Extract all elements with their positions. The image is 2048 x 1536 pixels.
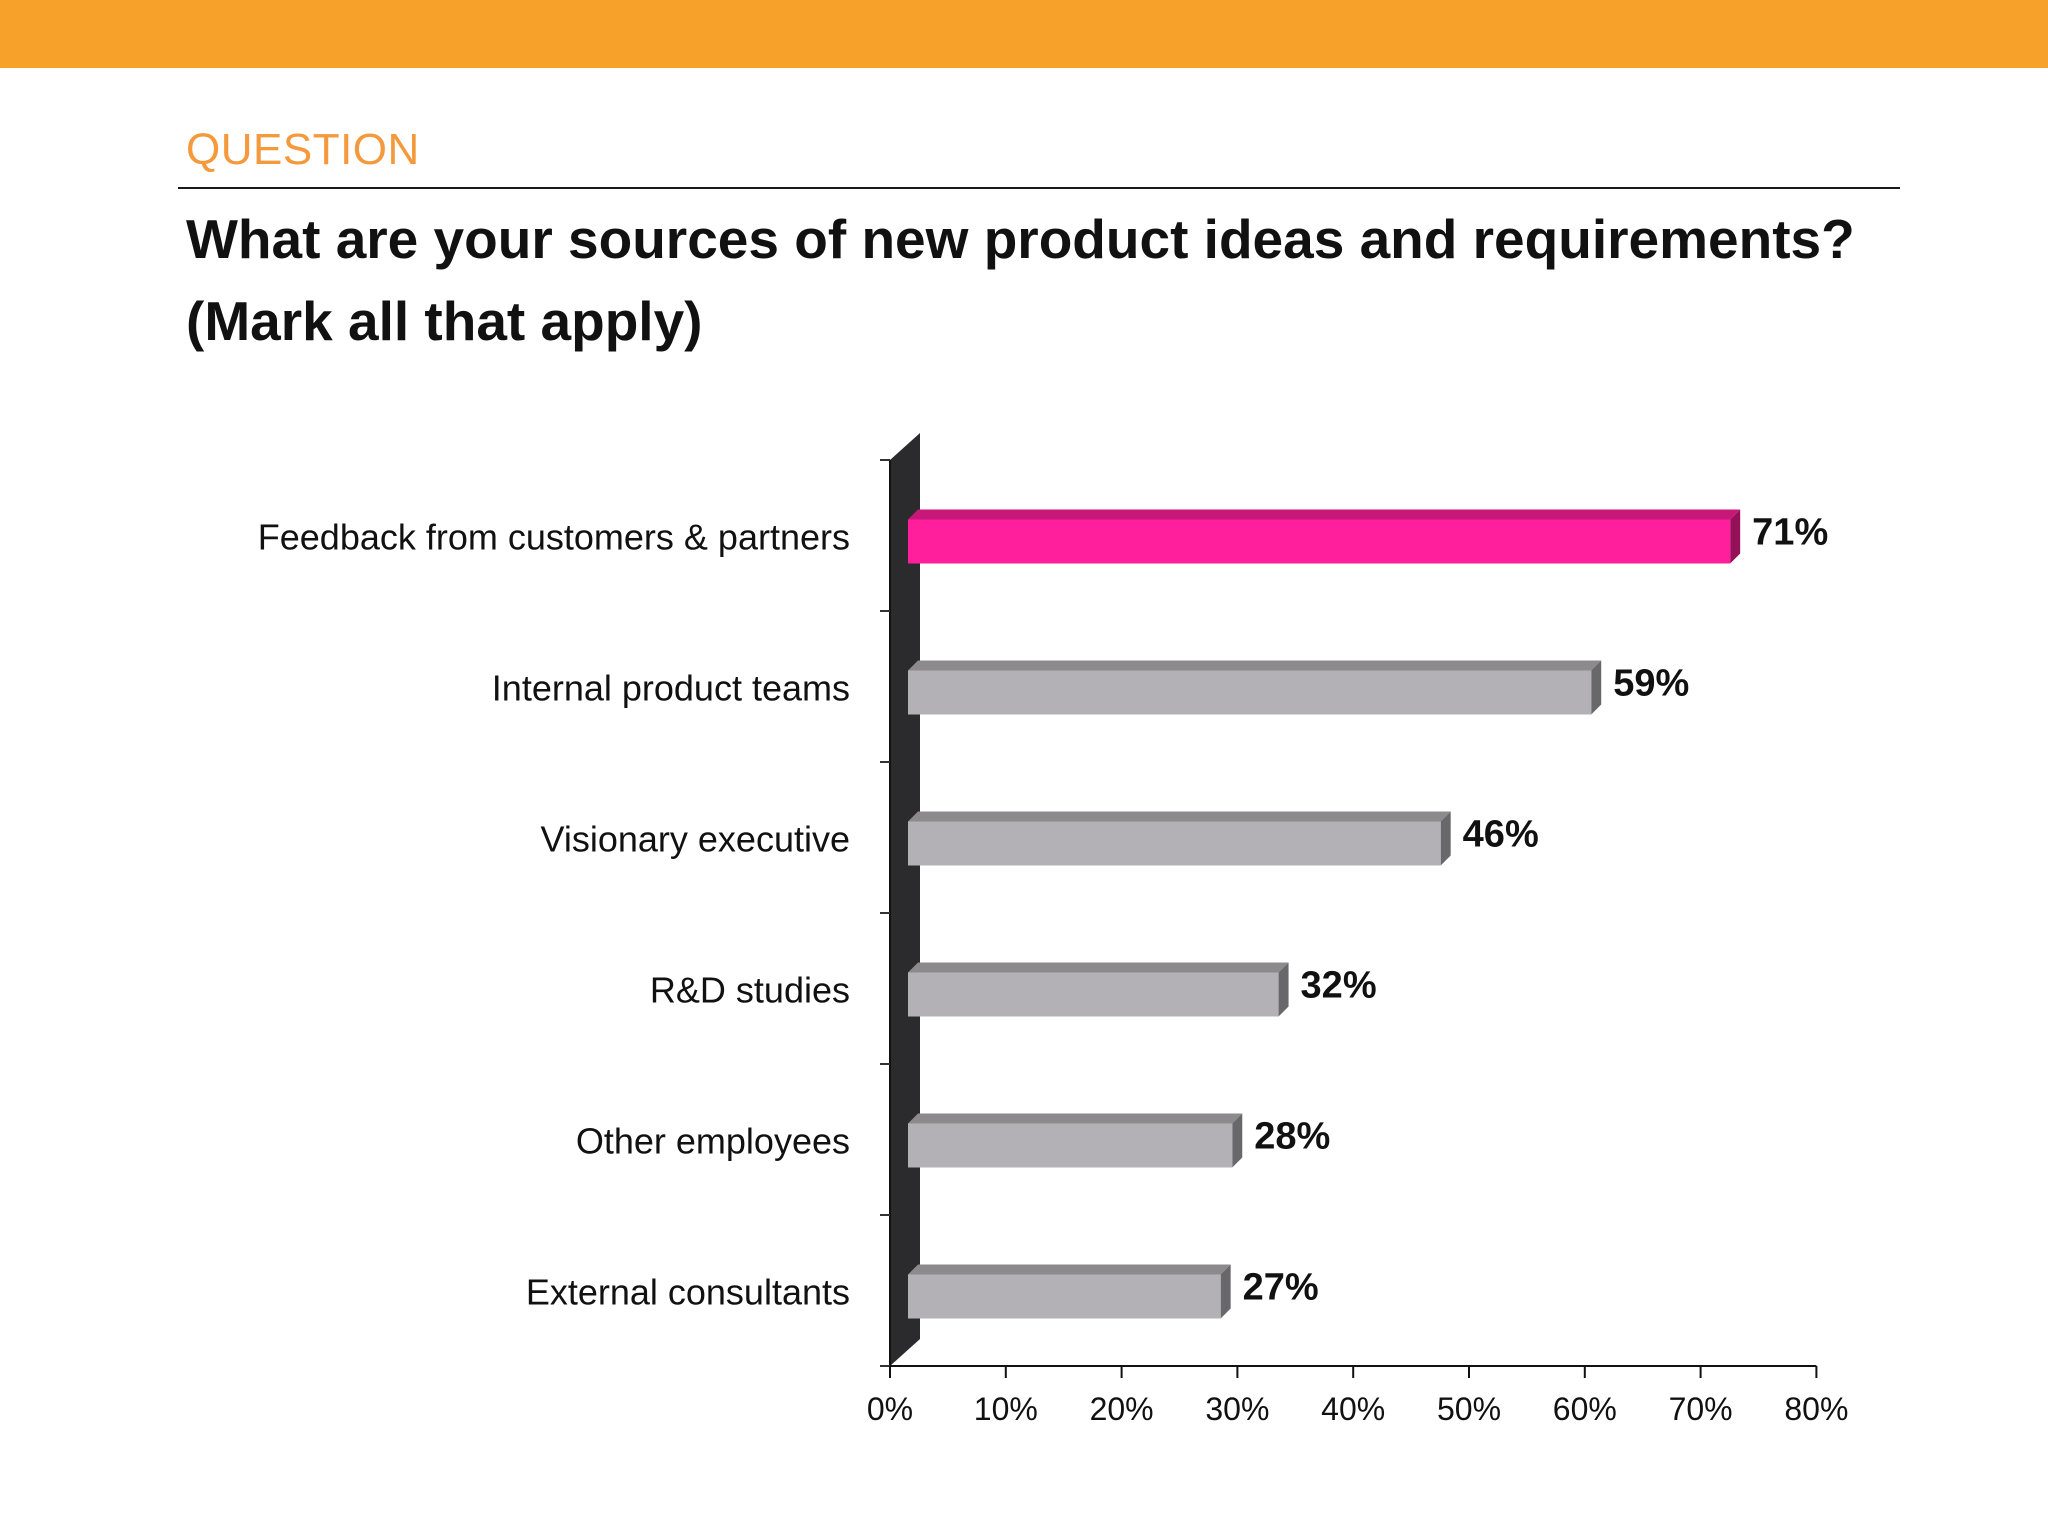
x-tick-label: 60% (1553, 1391, 1617, 1427)
question-label: QUESTION (186, 125, 420, 174)
category-label: R&D studies (650, 970, 850, 1011)
bar (908, 962, 1289, 1017)
category-label: Internal product teams (492, 668, 850, 709)
bar (908, 1113, 1243, 1168)
bar (908, 1264, 1231, 1319)
bar-top-face (908, 509, 1741, 520)
bar-side-face (1220, 1264, 1231, 1319)
data-label: 28% (1254, 1116, 1330, 1158)
x-tick-label: 10% (974, 1391, 1038, 1427)
bar-top-face (908, 1264, 1231, 1275)
bar-front-face (908, 1274, 1221, 1319)
x-tick-label: 40% (1321, 1391, 1385, 1427)
bar (908, 811, 1451, 866)
x-tick-label: 20% (1090, 1391, 1154, 1427)
category-label: Other employees (576, 1121, 850, 1162)
bar-front-face (908, 519, 1731, 564)
bar-top-face (908, 660, 1602, 671)
top-accent-band (0, 0, 2048, 68)
bar-front-face (908, 821, 1441, 866)
data-label: 27% (1243, 1267, 1319, 1309)
bar-side-face (1232, 1113, 1243, 1168)
x-tick-label: 70% (1669, 1391, 1733, 1427)
bar-side-face (1440, 811, 1451, 866)
chart-x-axis: 0% 10% 20% 30% 40% 50% 60% 70% 80% (867, 1365, 1848, 1427)
bar-front-face (908, 972, 1279, 1017)
bar-front-face (908, 1123, 1233, 1168)
x-tick-label: 80% (1784, 1391, 1848, 1427)
question-title-line-1: What are your sources of new product ide… (186, 208, 1855, 270)
bar-top-face (908, 811, 1451, 822)
bar-side-face (1730, 509, 1741, 564)
chart-bars (908, 509, 1741, 1319)
data-label: 32% (1301, 965, 1377, 1007)
header-divider (178, 187, 1900, 189)
bar-side-face (1278, 962, 1289, 1017)
data-label: 71% (1752, 512, 1828, 554)
chart-value-labels: 71% 59% 46% 32% 28% 27% (1243, 512, 1829, 1309)
category-label: Visionary executive (541, 819, 851, 860)
bar-side-face (1591, 660, 1602, 715)
data-label: 59% (1613, 663, 1689, 705)
bar-top-face (908, 962, 1289, 973)
chart-3d-wall (880, 433, 920, 1367)
x-tick-label: 0% (867, 1391, 913, 1427)
bar-top-face (908, 1113, 1243, 1124)
bar (908, 509, 1741, 564)
data-label: 46% (1463, 814, 1539, 856)
x-tick-label: 50% (1437, 1391, 1501, 1427)
category-label: Feedback from customers & partners (258, 517, 850, 558)
wall-face (890, 433, 920, 1366)
category-label: External consultants (526, 1272, 850, 1313)
question-title: What are your sources of new product ide… (186, 198, 1886, 362)
chart-category-labels: Feedback from customers & partners Intern… (258, 517, 850, 1313)
bar (908, 660, 1602, 715)
question-title-line-2: (Mark all that apply) (186, 290, 703, 352)
x-tick-label: 30% (1205, 1391, 1269, 1427)
bar-front-face (908, 670, 1592, 715)
